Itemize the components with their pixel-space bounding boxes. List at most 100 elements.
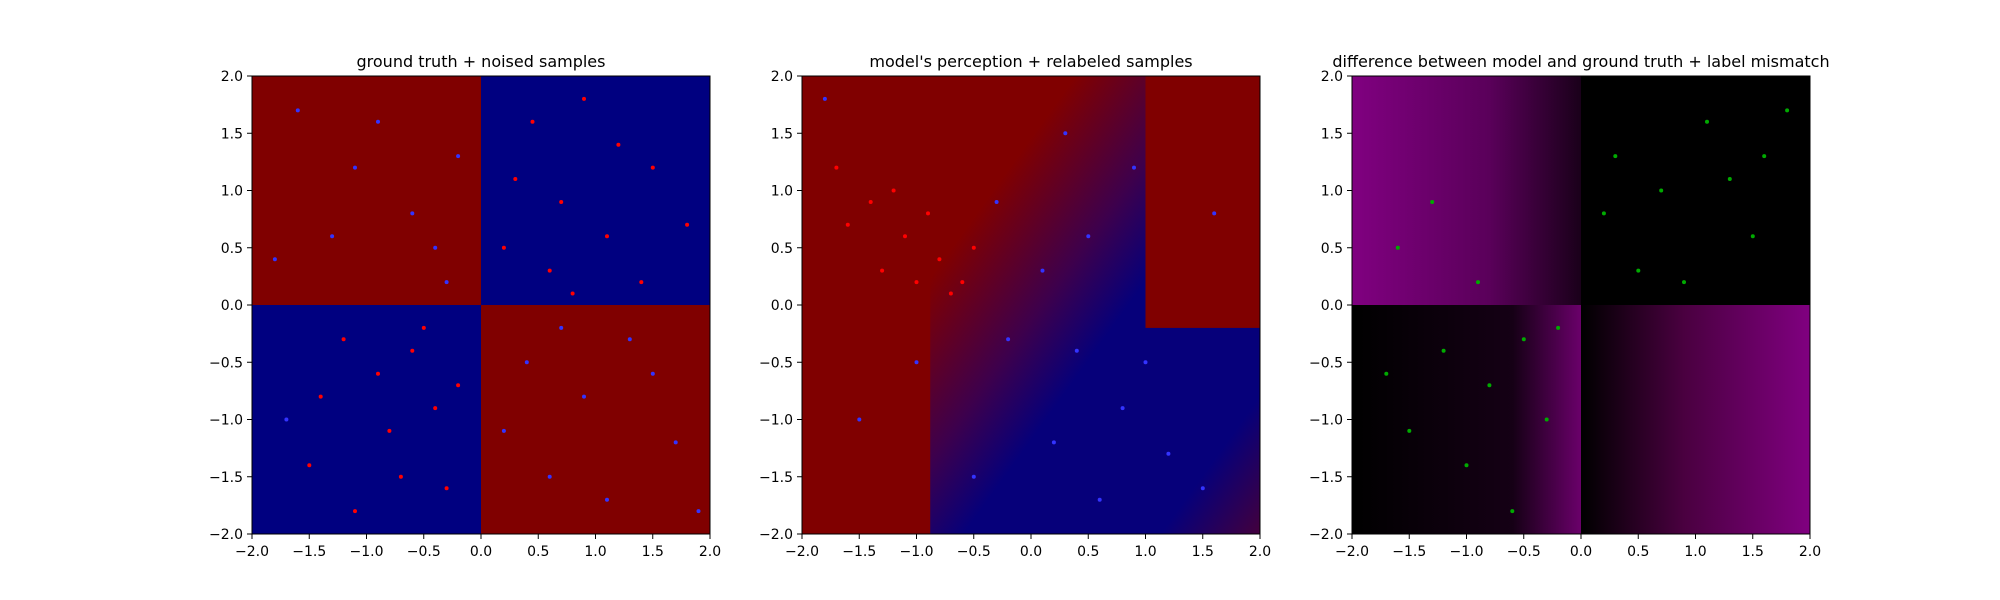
y-tick-label: 1.0 (771, 184, 793, 200)
data-point (1762, 154, 1767, 159)
data-point (868, 200, 873, 204)
data-point (1086, 234, 1091, 239)
data-point (891, 188, 896, 193)
data-point (914, 280, 919, 285)
y-tick-label: 1.0 (221, 184, 243, 200)
diff-region-bottom-left (1352, 305, 1581, 534)
data-point (1785, 108, 1790, 113)
data-point (1097, 497, 1102, 502)
y-tick-label: −2.0 (1309, 527, 1343, 543)
x-tick-label: −0.5 (407, 544, 441, 560)
data-point (295, 108, 300, 113)
y-tick-label: −1.5 (759, 470, 793, 486)
data-point (582, 394, 586, 399)
x-tick-label: 0.5 (527, 544, 549, 560)
x-tick-label: −1.5 (292, 544, 326, 560)
data-point (616, 142, 621, 147)
data-point (501, 245, 506, 250)
data-point (1510, 509, 1515, 514)
data-point (627, 337, 632, 342)
data-point (834, 165, 839, 170)
data-point (994, 200, 999, 204)
data-point (1074, 348, 1079, 353)
data-point (1727, 177, 1732, 181)
data-point (1120, 406, 1125, 411)
x-tick-label: −0.5 (957, 544, 991, 560)
data-point (444, 486, 449, 491)
data-point (903, 234, 907, 239)
y-tick-label: 1.0 (1321, 184, 1343, 200)
data-point (318, 394, 323, 399)
data-point (1476, 280, 1480, 285)
data-point (605, 234, 609, 239)
data-point (914, 360, 919, 365)
x-tick-label: −1.5 (842, 544, 876, 560)
y-tick-label: −1.5 (209, 470, 243, 486)
data-point (559, 200, 564, 204)
data-point (433, 406, 438, 411)
region-bottom-right (481, 305, 710, 534)
data-point (1200, 486, 1205, 491)
data-point (1682, 280, 1686, 285)
data-point (1544, 417, 1549, 422)
y-tick-label: −1.0 (759, 413, 793, 429)
data-point (822, 96, 827, 101)
data-point (421, 325, 426, 330)
data-point (857, 417, 862, 422)
data-point (685, 222, 690, 227)
y-tick-label: 0.5 (771, 241, 793, 257)
x-tick-label: 2.0 (1799, 544, 1821, 560)
x-tick-label: 2.0 (1249, 544, 1271, 560)
y-tick-label: −1.0 (209, 413, 243, 429)
data-point (444, 280, 449, 285)
x-tick-label: 0.0 (1570, 544, 1592, 560)
chart-title: ground truth + noised samples (357, 52, 606, 71)
data-point (1006, 337, 1011, 342)
x-tick-label: −1.0 (1450, 544, 1484, 560)
y-tick-label: −1.0 (1309, 413, 1343, 429)
x-tick-label: −1.0 (900, 544, 934, 560)
data-point (559, 325, 564, 330)
data-point (673, 440, 678, 445)
data-point (547, 474, 552, 479)
data-point (353, 509, 357, 514)
y-tick-label: 0.5 (1321, 241, 1343, 257)
data-point (1051, 440, 1056, 445)
data-point (937, 257, 942, 262)
data-point (1384, 371, 1389, 376)
y-tick-label: 0.0 (1321, 298, 1343, 314)
data-point (570, 291, 575, 296)
panel-difference: −2.0 −1.5 −1.0 −0.5 0.0 0.5 1.0 1.5 2.0 −2.0 −1.5… (1309, 52, 1830, 560)
x-tick-label: −0.5 (1507, 544, 1541, 560)
data-point (971, 245, 976, 250)
data-point (284, 417, 289, 422)
data-point (376, 371, 380, 376)
data-point (501, 428, 506, 433)
y-tick-label: 0.5 (221, 241, 243, 257)
x-tick-label: 0.5 (1077, 544, 1099, 560)
data-point (1659, 188, 1664, 193)
data-point (1705, 119, 1709, 124)
data-point (650, 371, 655, 376)
data-point (696, 509, 701, 514)
data-point (410, 348, 415, 353)
data-point (530, 119, 535, 124)
x-tick-label: 0.0 (1020, 544, 1042, 560)
y-tick-label: −2.0 (209, 527, 243, 543)
data-point (948, 291, 953, 296)
model-background-corner (1145, 76, 1260, 328)
diff-region-bottom-right (1581, 305, 1810, 534)
data-point (456, 154, 461, 159)
diff-region-top-left (1352, 76, 1581, 305)
data-point (1521, 337, 1526, 342)
data-point (307, 463, 312, 468)
data-point (524, 360, 529, 365)
data-point (341, 337, 346, 342)
y-tick-label: 1.5 (221, 126, 243, 142)
region-bottom-left (252, 305, 481, 534)
data-point (960, 280, 965, 285)
diff-region-top-right (1581, 76, 1810, 305)
y-tick-label: 1.5 (1321, 126, 1343, 142)
panel-ground-truth: −2.0 −1.5 −1.0 −0.5 0.0 0.5 1.0 1.5 2.0 −2.0 −1.5… (209, 52, 721, 560)
data-point (639, 280, 644, 285)
